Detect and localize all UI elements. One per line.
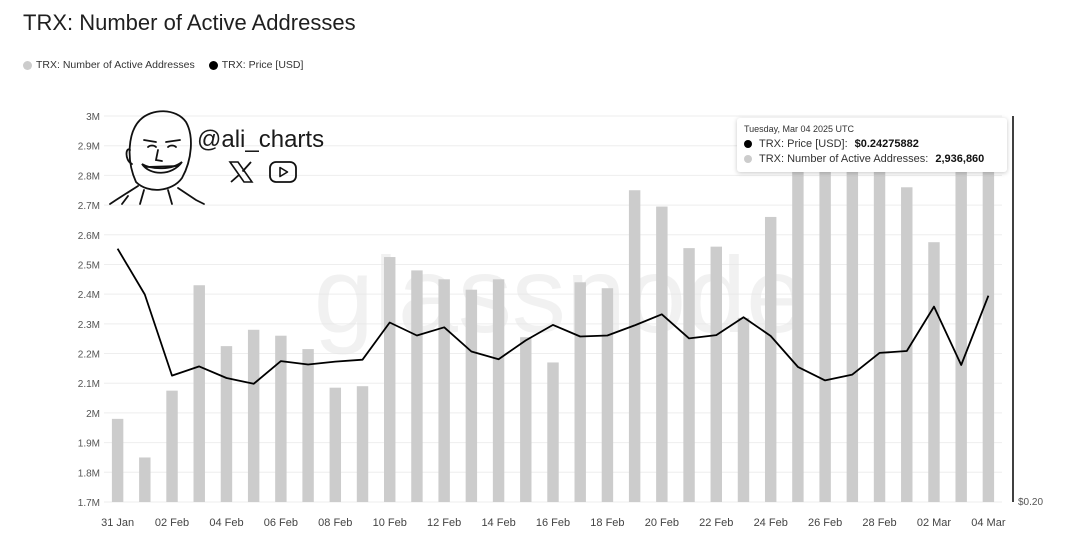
y-tick-label: 3M bbox=[86, 112, 100, 123]
y-tick-label: 2.9M bbox=[78, 142, 100, 153]
bar-active-addresses[interactable] bbox=[193, 285, 205, 502]
bar-active-addresses[interactable] bbox=[220, 346, 233, 502]
bar-active-addresses[interactable] bbox=[792, 160, 804, 503]
y-tick-label: 2.5M bbox=[78, 260, 100, 271]
x-tick-label: 12 Feb bbox=[427, 517, 461, 529]
tooltip-swatch-black bbox=[744, 140, 752, 148]
bar-active-addresses[interactable] bbox=[710, 246, 722, 502]
legend: TRX: Number of Active Addresses TRX: Pri… bbox=[23, 59, 303, 71]
price-line[interactable] bbox=[116, 248, 990, 385]
y-axis-right-tick: $0.20 bbox=[1018, 497, 1043, 508]
bar-active-addresses[interactable] bbox=[411, 270, 423, 502]
avatar-sketch-icon bbox=[109, 110, 205, 205]
y-tick-label: 2.2M bbox=[78, 350, 100, 361]
bar-active-addresses[interactable] bbox=[764, 216, 777, 502]
x-tick-label: 20 Feb bbox=[645, 517, 679, 529]
y-tick-label: 1.9M bbox=[78, 439, 100, 450]
price-line-series bbox=[116, 248, 990, 385]
bar-active-addresses[interactable] bbox=[166, 390, 178, 502]
bar-active-addresses[interactable] bbox=[846, 159, 859, 503]
x-tick-label: 08 Feb bbox=[318, 517, 352, 529]
x-tick-label: 06 Feb bbox=[264, 517, 298, 529]
tooltip-addr-label: TRX: Number of Active Addresses: bbox=[759, 153, 929, 165]
x-tick-label: 31 Jan bbox=[101, 517, 134, 529]
tooltip-addr-value: 2,936,860 bbox=[935, 153, 985, 165]
x-logo-icon[interactable] bbox=[228, 160, 254, 184]
bar-active-addresses[interactable] bbox=[492, 279, 505, 502]
y-tick-label: 2.8M bbox=[78, 171, 100, 182]
bar-active-addresses[interactable] bbox=[329, 387, 342, 502]
bar-active-addresses[interactable] bbox=[901, 187, 913, 502]
y-tick-label: 2.3M bbox=[78, 320, 100, 331]
x-tick-label: 24 Feb bbox=[754, 517, 788, 529]
bar-active-addresses[interactable] bbox=[928, 242, 940, 502]
bar-active-addresses[interactable] bbox=[247, 329, 260, 502]
bar-active-addresses[interactable] bbox=[111, 418, 124, 502]
legend-item-price[interactable]: TRX: Price [USD] bbox=[208, 59, 304, 71]
bar-active-addresses[interactable] bbox=[438, 279, 450, 502]
y-tick-label: 2.7M bbox=[78, 201, 100, 212]
watermark-text: glassnode bbox=[314, 234, 806, 355]
y-tick-label: 2.4M bbox=[78, 290, 100, 301]
bar-active-addresses[interactable] bbox=[465, 289, 478, 502]
x-tick-label: 04 Feb bbox=[209, 517, 243, 529]
x-tick-label: 22 Feb bbox=[699, 517, 733, 529]
bar-active-addresses[interactable] bbox=[139, 457, 151, 502]
bar-active-addresses[interactable] bbox=[384, 257, 396, 502]
bar-active-addresses[interactable] bbox=[601, 288, 614, 502]
social-icons bbox=[228, 160, 298, 184]
x-tick-label: 28 Feb bbox=[862, 517, 896, 529]
y-tick-label: 1.8M bbox=[78, 468, 100, 479]
y-axis-left: 1.7M 1.8M 1.9M 2M 2.1M 2.2M 2.3M 2.4M 2.5M 2.6M 2.… bbox=[78, 112, 100, 509]
bar-active-addresses[interactable] bbox=[819, 151, 831, 502]
x-tick-label: 04 Mar bbox=[971, 517, 1006, 529]
x-tick-label: 02 Feb bbox=[155, 517, 189, 529]
bar-active-addresses[interactable] bbox=[873, 147, 886, 502]
chart-title: TRX: Number of Active Addresses bbox=[23, 10, 356, 35]
tooltip-price-label: TRX: Price [USD]: bbox=[759, 138, 848, 150]
x-tick-label: 14 Feb bbox=[481, 517, 515, 529]
x-tick-label: 10 Feb bbox=[373, 517, 407, 529]
bar-series bbox=[111, 134, 995, 503]
legend-label: TRX: Price [USD] bbox=[221, 59, 304, 71]
tooltip-row-addresses: TRX: Number of Active Addresses: 2,936,8… bbox=[744, 153, 984, 165]
bar-active-addresses[interactable] bbox=[737, 317, 750, 502]
legend-label: TRX: Number of Active Addresses bbox=[36, 59, 195, 71]
tooltip-row-price: TRX: Price [USD]: $0.24275882 bbox=[744, 138, 919, 150]
tooltip-date: Tuesday, Mar 04 2025 UTC bbox=[744, 124, 855, 134]
x-tick-label: 26 Feb bbox=[808, 517, 842, 529]
x-tick-label: 18 Feb bbox=[590, 517, 624, 529]
y-tick-label: 2.1M bbox=[78, 379, 100, 390]
bar-active-addresses[interactable] bbox=[547, 362, 559, 502]
bar-active-addresses[interactable] bbox=[628, 190, 641, 502]
bar-active-addresses[interactable] bbox=[656, 206, 668, 503]
bar-active-addresses[interactable] bbox=[356, 386, 369, 502]
bar-active-addresses[interactable] bbox=[574, 282, 586, 502]
data-tooltip: Tuesday, Mar 04 2025 UTC TRX: Price [USD… bbox=[737, 118, 1007, 172]
x-tick-label: 16 Feb bbox=[536, 517, 570, 529]
legend-item-active-addresses[interactable]: TRX: Number of Active Addresses bbox=[23, 59, 195, 71]
bar-active-addresses[interactable] bbox=[955, 145, 967, 502]
x-tick-label: 02 Mar bbox=[917, 517, 952, 529]
bar-active-addresses[interactable] bbox=[520, 337, 532, 502]
legend-swatch-black bbox=[208, 60, 218, 70]
legend-swatch-grey bbox=[23, 60, 32, 70]
bar-active-addresses[interactable] bbox=[275, 335, 287, 502]
tooltip-swatch-grey bbox=[744, 155, 752, 163]
youtube-icon[interactable] bbox=[268, 160, 298, 184]
bar-active-addresses[interactable] bbox=[982, 134, 995, 502]
bar-active-addresses[interactable] bbox=[302, 349, 314, 502]
y-tick-label: 2.6M bbox=[78, 231, 100, 242]
y-tick-label: 1.7M bbox=[78, 498, 100, 509]
y-tick-label: 2M bbox=[86, 409, 100, 420]
author-handle: @ali_charts bbox=[197, 126, 325, 153]
bar-active-addresses[interactable] bbox=[683, 248, 695, 502]
x-axis: 31 Jan 02 Feb 04 Feb 06 Feb 08 Feb 10 Feb 12 F… bbox=[101, 517, 1006, 529]
tooltip-price-value: $0.24275882 bbox=[854, 138, 919, 150]
